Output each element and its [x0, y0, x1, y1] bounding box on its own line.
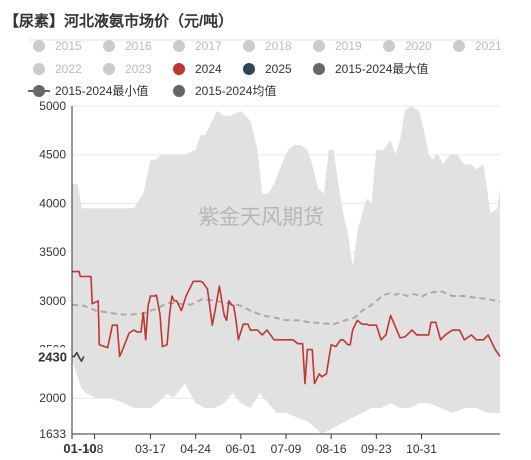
plot-area[interactable]: [71, 106, 501, 434]
x-tick-label: 07-09: [271, 442, 302, 456]
legend-marker-icon: [33, 63, 45, 75]
y-tick-label: 3000: [39, 294, 66, 308]
legend-item-2015-2024-[interactable]: 2015-2024最小值: [28, 83, 148, 98]
legend-item-2022[interactable]: 2022: [33, 62, 82, 76]
legend-label: 2021: [475, 39, 502, 53]
legend-label: 2023: [125, 62, 152, 76]
legend-label: 2025: [265, 62, 292, 76]
legend-label: 2022: [55, 62, 82, 76]
y-axis: 16332000250030003500400045005000: [39, 99, 73, 441]
legend-marker-icon: [243, 40, 255, 52]
legend-marker-icon: [33, 85, 45, 97]
legend-label: 2020: [405, 39, 432, 53]
series-line-2025[interactable]: [72, 351, 85, 363]
legend-item-2018[interactable]: 2018: [243, 39, 292, 53]
x-tick-label: 06-01: [225, 442, 256, 456]
legend-item-2016[interactable]: 2016: [103, 39, 152, 53]
legend-marker-icon: [103, 63, 115, 75]
x-tick-label: 10-31: [406, 442, 437, 456]
legend-label: 2015-2024最大值: [335, 61, 428, 76]
watermark: 紫金天风期货: [198, 206, 324, 229]
legend-marker-icon: [173, 85, 185, 97]
legend-label: 2016: [125, 39, 152, 53]
legend-marker-icon: [313, 63, 325, 75]
y-tick-label: 4500: [39, 148, 66, 162]
x-tick-label: 01-10: [63, 441, 96, 456]
legend-label: 2019: [335, 39, 362, 53]
legend-item-2021[interactable]: 2021: [453, 39, 502, 53]
legend-marker-icon: [383, 40, 395, 52]
legend-item-2015[interactable]: 2015: [33, 39, 82, 53]
legend-item-2015-2024-[interactable]: 2015-2024均值: [173, 83, 276, 98]
legend-label: 2015-2024均值: [195, 83, 276, 98]
legend-label: 2015-2024最小值: [55, 83, 148, 98]
legend-item-2017[interactable]: 2017: [173, 39, 222, 53]
legend-item-2023[interactable]: 2023: [103, 62, 152, 76]
y-tick-label: 3500: [39, 245, 66, 259]
legend-item-2015-2024-[interactable]: 2015-2024最大值: [313, 61, 428, 76]
legend-marker-icon: [173, 63, 185, 75]
legend-marker-icon: [173, 40, 185, 52]
legend-label: 2017: [195, 39, 222, 53]
last-value-label: 2430: [28, 347, 70, 366]
series-line-mean[interactable]: [71, 290, 501, 326]
x-tick-label: 08-16: [316, 442, 347, 456]
legend-item-2020[interactable]: 2020: [383, 39, 432, 53]
y-tick-label: 4000: [39, 196, 66, 210]
x-tick-label: 03-17: [135, 442, 166, 456]
last-value-box: [28, 347, 70, 366]
y-tick-label: 5000: [39, 99, 66, 113]
x-tick-label: 04-24: [180, 442, 211, 456]
legend-marker-icon: [33, 40, 45, 52]
legend-item-2024[interactable]: 2024: [173, 62, 222, 76]
legend-marker-icon: [453, 40, 465, 52]
last-value-text: 2430: [38, 349, 67, 364]
legend-marker-icon: [103, 40, 115, 52]
legend-label: 2024: [195, 62, 222, 76]
legend[interactable]: 2015 2016 2017 2018 2019 2020 2021 2022 2023 2024…: [28, 39, 502, 98]
x-tick-label: 09-23: [361, 442, 392, 456]
band-max-min-area: [72, 106, 500, 434]
legend-label: 2015: [55, 39, 82, 53]
series-line-2024[interactable]: [72, 270, 501, 385]
legend-marker-icon: [243, 63, 255, 75]
legend-item-2025[interactable]: 2025: [243, 62, 292, 76]
chart-title: 【尿素】河北液氨市场价（元/吨）: [4, 12, 233, 30]
legend-marker-icon: [313, 40, 325, 52]
y-tick-label: 2000: [39, 391, 66, 405]
legend-label: 2018: [265, 39, 292, 53]
x-tick-label: -08: [86, 442, 104, 456]
legend-item-2019[interactable]: 2019: [313, 39, 362, 53]
x-axis: 01-10-08 03-17 04-24 06-01 07-09 08-16 09-23 10…: [63, 433, 500, 456]
y-tick-label: 1633: [39, 427, 66, 441]
